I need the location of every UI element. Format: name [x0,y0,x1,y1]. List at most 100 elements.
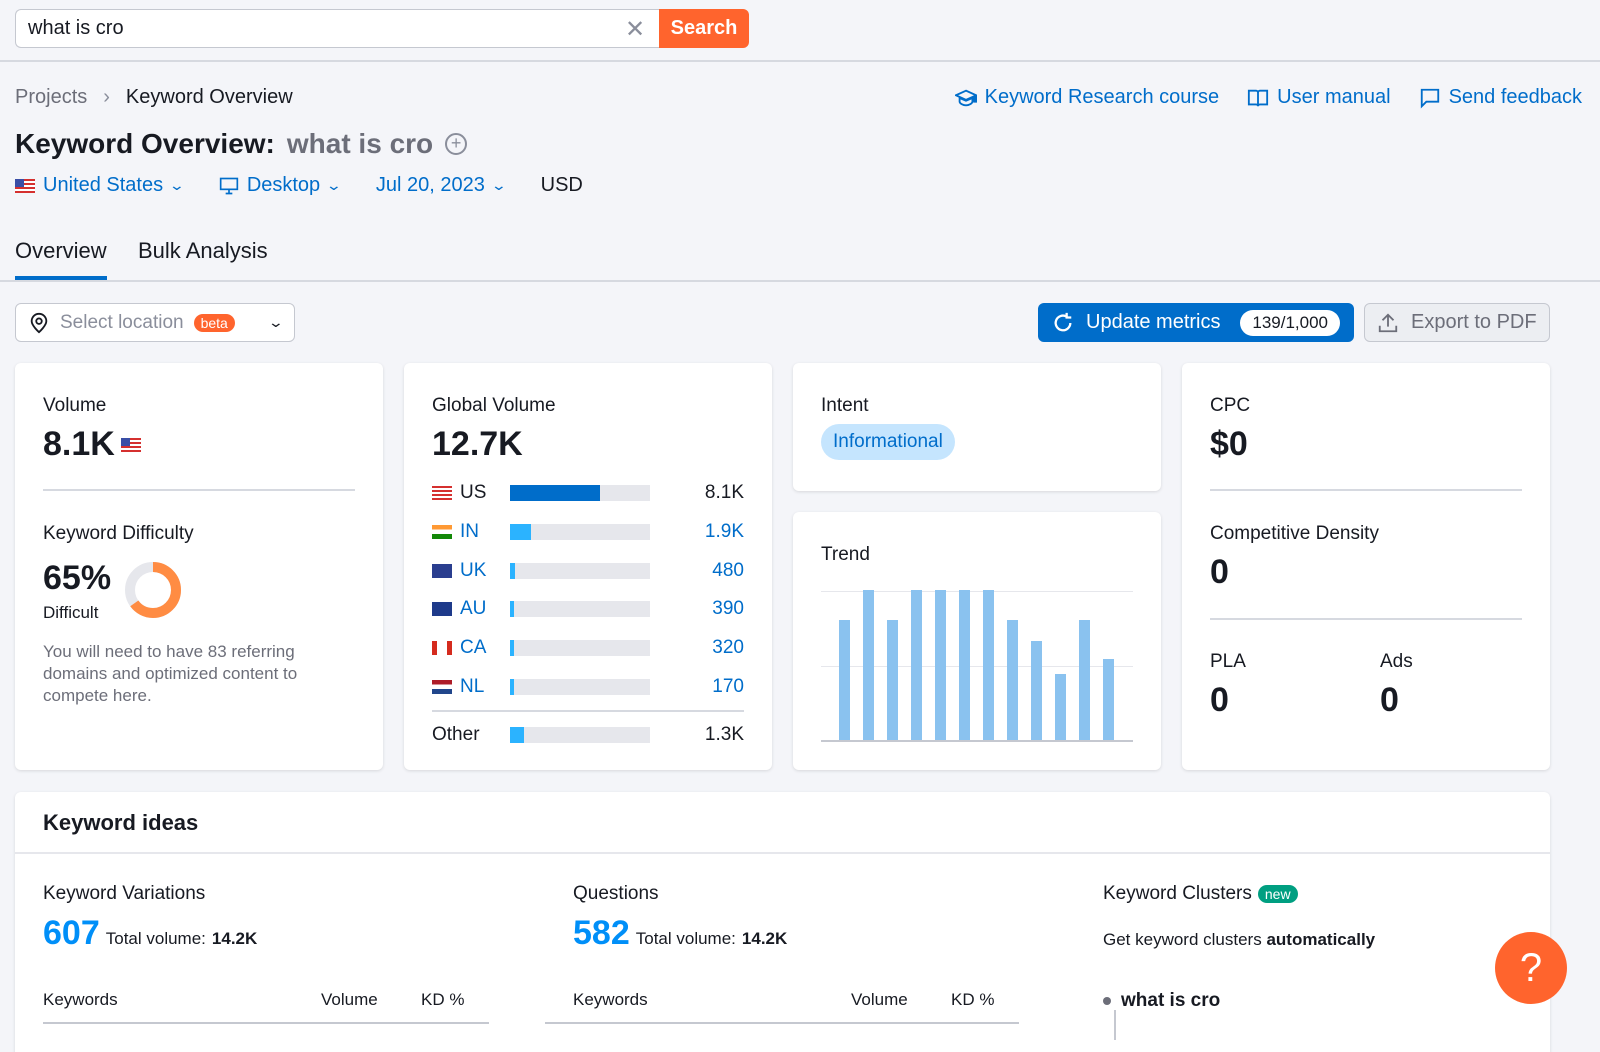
kd-value: 65% [43,559,112,597]
au-flag-icon [432,602,452,616]
location-select[interactable]: Select location beta ⌄ [15,303,295,342]
ads-label: Ads [1380,651,1413,672]
refresh-icon [1054,312,1072,331]
breadcrumb-current: Keyword Overview [125,86,293,108]
total-volume-label: Total volume: [635,929,736,948]
global-volume-other-row: Other 1.3K [432,723,744,747]
device-select[interactable]: Desktop ⌄ [219,174,342,197]
add-plus-icon[interactable]: + [445,133,468,155]
country-volume[interactable]: 480 [712,560,744,581]
volume-bar [510,485,650,501]
cpc-value: $0 [1210,425,1248,463]
kd-note: You will need to have 83 referring domai… [43,642,298,705]
volume-bar [510,640,650,656]
nl-flag-icon [432,680,452,694]
country-volume[interactable]: 320 [712,637,744,658]
page-title-prefix: Keyword Overview: [15,128,275,159]
pla-value: 0 [1210,681,1229,719]
clusters-text-bold: automatically [1266,930,1376,949]
tab-overview[interactable]: Overview [15,238,107,280]
country-code[interactable]: IN [460,521,479,542]
competitive-density-label: Competitive Density [1210,523,1379,544]
user-manual-link[interactable]: User manual [1247,86,1391,109]
update-metrics-count: 139/1,000 [1240,309,1340,336]
trend-gridline [821,591,1133,592]
country-volume: 8.1K [704,482,744,503]
trend-bar[interactable] [935,590,946,740]
search-input[interactable] [15,9,659,48]
page-title-keyword: what is cro [286,128,434,159]
kd-level: Difficult [43,603,99,622]
volume-bar [510,563,650,579]
filters-row: United States ⌄ Desktop ⌄ Jul 20, 2023 ⌄… [15,174,583,197]
country-code[interactable]: UK [460,560,487,581]
country-volume[interactable]: 170 [712,676,744,697]
chevron-down-icon: ⌄ [490,177,507,193]
country-code[interactable]: NL [460,676,485,697]
trend-chart [821,590,1133,742]
trend-bar[interactable] [839,620,850,740]
update-metrics-button[interactable]: Update metrics 139/1,000 [1038,303,1354,342]
trend-bar[interactable] [1079,620,1090,740]
device-label: Desktop [246,174,321,196]
pla-label: PLA [1210,651,1246,672]
trend-bar[interactable] [983,590,994,740]
export-pdf-label: Export to PDF [1411,311,1537,333]
trend-bar[interactable] [863,590,874,740]
volume-bar [510,679,650,695]
questions-table-header: Keywords Volume KD % [545,990,1019,1024]
currency-label: USD [540,174,583,196]
help-button[interactable]: ? [1495,932,1567,1004]
clear-icon[interactable]: ✕ [625,16,646,43]
export-pdf-button[interactable]: Export to PDF [1364,303,1550,342]
help-links: Keyword Research course User manual Send… [954,86,1582,109]
ads-value: 0 [1380,681,1399,719]
chevron-down-icon: ⌄ [267,314,285,330]
keyword-variations-label: Keyword Variations [43,883,206,904]
competitive-density-value: 0 [1210,553,1229,591]
trend-bar[interactable] [1055,674,1066,740]
volume-bar-fill [510,601,515,617]
trend-bar[interactable] [1007,620,1018,740]
cluster-connector [1114,1010,1116,1040]
global-volume-value: 12.7K [432,425,523,463]
volume-bar-fill [510,524,531,540]
other-label: Other [432,724,480,745]
send-feedback-link[interactable]: Send feedback [1419,86,1582,109]
country-volume[interactable]: 390 [712,598,744,619]
trend-bar[interactable] [959,590,970,740]
questions-label: Questions [573,883,659,904]
search-button[interactable]: Search [659,9,749,48]
volume-bar-fill [510,727,524,743]
course-link-label: Keyword Research course [984,86,1220,108]
breadcrumb-projects[interactable]: Projects [15,86,88,108]
questions-count[interactable]: 582 [573,914,630,952]
location-pin-icon [30,312,48,333]
volume-bar [510,727,650,743]
cluster-item[interactable]: what is cro [1103,990,1220,1012]
date-select[interactable]: Jul 20, 2023 ⌄ [376,174,507,197]
chevron-down-icon: ⌄ [168,177,186,193]
column-kd: KD % [951,990,995,1009]
volume-bar-fill [510,563,516,579]
global-volume-row: IN 1.9K [432,520,744,544]
keyword-research-course-link[interactable]: Keyword Research course [954,86,1220,109]
tab-bulk-analysis[interactable]: Bulk Analysis [138,238,268,263]
us-flag-icon [15,178,35,193]
country-volume[interactable]: 1.9K [704,521,744,542]
volume-bar [510,601,650,617]
keyword-variations-count[interactable]: 607 [43,914,100,952]
volume-value: 8.1K [43,425,115,463]
trend-bar[interactable] [1031,641,1042,740]
trend-bar[interactable] [911,590,922,740]
divider [43,489,355,491]
country-code[interactable]: CA [460,637,487,658]
new-badge: new [1257,885,1298,903]
volume-card: Volume 8.1K Keyword Difficulty 65% Diffi… [15,363,383,770]
volume-bar-fill [510,485,600,501]
trend-bar[interactable] [887,620,898,740]
trend-bar[interactable] [1103,659,1114,740]
keyword-clusters-label: Keyword Clusters [1103,883,1252,904]
country-code[interactable]: AU [460,598,487,619]
country-select[interactable]: United States ⌄ [15,174,186,197]
